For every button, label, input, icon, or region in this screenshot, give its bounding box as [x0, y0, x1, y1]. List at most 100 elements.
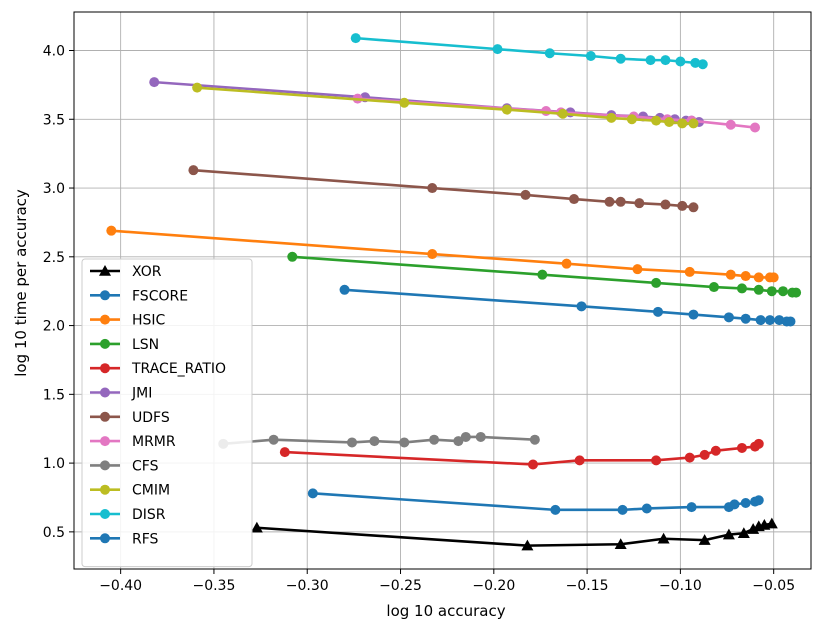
data-point-cmim [664, 117, 675, 128]
legend-label-mrmr: MRMR [132, 434, 176, 450]
x-axis-label: log 10 accuracy [386, 602, 505, 620]
data-point-lsn [537, 269, 548, 280]
y-tick-label: 2.5 [43, 250, 65, 266]
legend-marker-udfs [100, 411, 110, 422]
legend-marker-lsn [100, 338, 110, 349]
data-point-fscore [688, 309, 699, 320]
data-point-hsic [753, 272, 764, 283]
data-point-fscore [785, 316, 796, 327]
data-point-cfs [460, 431, 471, 442]
y-tick-label: 2.0 [43, 319, 65, 335]
data-point-trace-ratio [684, 452, 695, 463]
data-point-cfs [369, 436, 380, 447]
data-point-udfs [569, 194, 580, 205]
data-point-lsn [651, 277, 662, 288]
data-point-rfs [617, 504, 628, 515]
data-point-lsn [287, 251, 298, 262]
legend-label-fscore: FSCORE [132, 288, 188, 304]
series-line-cmim [197, 86, 694, 125]
legend-frame [81, 258, 253, 568]
y-tick-label: 3.5 [43, 112, 65, 128]
legend-label-cmim: CMIM [132, 483, 170, 499]
legend-marker-trace-ratio [100, 363, 110, 374]
data-point-hsic [740, 271, 751, 282]
data-point-disr [350, 33, 361, 44]
data-point-fscore [764, 315, 775, 326]
data-point-cmim [606, 112, 617, 123]
x-tick-label: −0.05 [752, 578, 795, 594]
data-point-xor [698, 534, 711, 545]
data-point-lsn [708, 282, 719, 293]
data-point-disr [697, 59, 708, 70]
data-point-hsic [684, 266, 695, 277]
y-tick-label: 0.5 [43, 525, 65, 541]
series-xor [250, 517, 778, 551]
y-tick-label: 1.5 [43, 387, 65, 403]
data-point-trace-ratio [527, 459, 538, 470]
data-point-xor [747, 523, 760, 534]
data-point-rfs [641, 503, 652, 514]
data-point-hsic [427, 249, 438, 260]
data-point-xor [521, 539, 534, 551]
data-point-cfs [453, 436, 464, 447]
x-tick-label: −0.20 [472, 578, 515, 594]
data-point-rfs [740, 497, 751, 508]
x-tick-label: −0.15 [566, 578, 609, 594]
x-tick-label: −0.40 [99, 578, 142, 594]
data-point-jmi [149, 77, 160, 88]
data-point-fscore [576, 301, 587, 312]
data-point-cmim [399, 97, 410, 108]
series-line-cfs [223, 435, 535, 446]
legend-label-disr: DISR [132, 507, 166, 523]
data-point-xor [614, 538, 627, 550]
legend-label-rfs: RFS [132, 531, 159, 547]
legend-label-trace-ratio: TRACE_RATIO [131, 361, 226, 377]
data-point-fscore [774, 315, 785, 326]
data-point-hsic [768, 272, 779, 283]
data-point-udfs [427, 183, 438, 194]
x-tick-label: −0.10 [659, 578, 702, 594]
data-point-cmim [192, 82, 203, 93]
plot-frame [73, 11, 812, 570]
legend: XOR FSCORE HSIC LSN TRACE_RATIO JMI UDFS MRMR CF… [81, 258, 253, 568]
data-point-cmim [557, 108, 568, 119]
series-trace-ratio [279, 438, 764, 470]
series-udfs [188, 165, 699, 213]
data-point-disr [690, 57, 701, 68]
legend-label-cfs: CFS [132, 458, 159, 474]
legend-marker-rfs [100, 533, 110, 544]
series-layer [106, 33, 802, 551]
data-point-udfs [615, 196, 626, 207]
data-point-cfs [347, 437, 358, 448]
data-point-lsn [736, 283, 747, 294]
data-point-hsic [561, 258, 572, 269]
data-point-cfs [268, 434, 279, 445]
series-line-trace-ratio [284, 442, 760, 466]
data-point-udfs [604, 196, 615, 207]
x-tick-label: −0.30 [286, 578, 329, 594]
data-point-trace-ratio [736, 442, 747, 453]
legend-marker-cmim [100, 484, 110, 495]
series-line-hsic [111, 229, 774, 279]
data-point-udfs [688, 202, 699, 213]
data-point-xor [250, 521, 263, 533]
data-point-mrmr [725, 119, 736, 130]
data-point-udfs [677, 200, 688, 211]
x-tick-label: −0.25 [379, 578, 422, 594]
legend-marker-cfs [100, 460, 110, 471]
x-tick-label: −0.35 [192, 578, 235, 594]
series-disr [350, 33, 708, 70]
legend-label-lsn: LSN [132, 337, 159, 353]
data-point-trace-ratio [753, 438, 764, 449]
series-line-udfs [193, 168, 694, 209]
data-point-cfs [399, 437, 410, 448]
legend-marker-disr [100, 509, 110, 519]
data-point-disr [645, 55, 656, 66]
legend-label-udfs: UDFS [132, 410, 170, 426]
data-point-disr [544, 48, 555, 59]
data-point-trace-ratio [699, 449, 710, 460]
data-point-trace-ratio [574, 455, 585, 466]
y-tick-label: 3.0 [43, 181, 65, 197]
series-cfs [218, 431, 540, 449]
